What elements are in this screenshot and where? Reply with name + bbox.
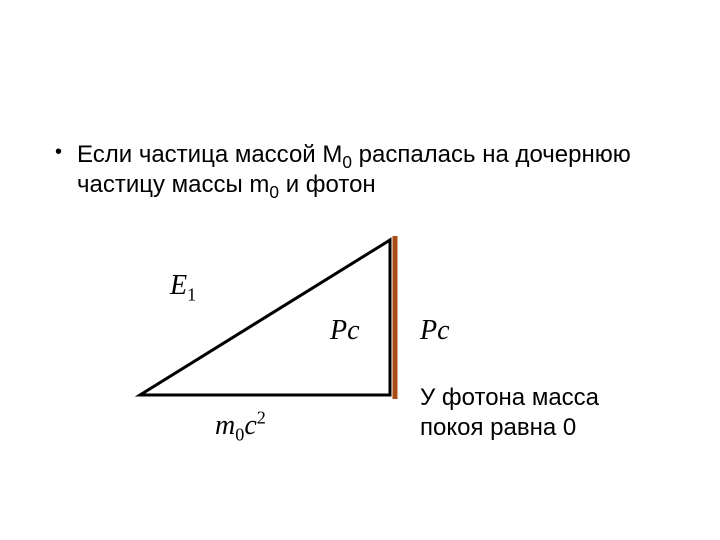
label-Pc-outer: Pc xyxy=(420,315,450,347)
label-m0c2-m: m xyxy=(215,410,235,441)
note-text: У фотона масса покоя равна 0 xyxy=(420,383,680,443)
bullet-item: • Если частица массой M0 распалась на до… xyxy=(55,140,655,200)
label-E1: E1 xyxy=(170,270,196,302)
label-m0c2-sub: 0 xyxy=(235,425,244,445)
triangle-svg xyxy=(130,230,410,425)
label-m0c2: m0c2 xyxy=(215,410,266,442)
bullet-marker: • xyxy=(55,140,62,165)
label-Pc-inner: Pc xyxy=(330,315,360,347)
slide: • Если частица массой M0 распалась на до… xyxy=(0,0,720,540)
bullet-sub2: 0 xyxy=(269,182,279,202)
bullet-pre: Если частица массой M xyxy=(77,141,342,168)
bullet-sub1: 0 xyxy=(342,152,352,172)
label-m0c2-c: c xyxy=(244,410,256,441)
bullet-text: Если частица массой M0 распалась на доче… xyxy=(77,140,655,200)
note-line2: покоя равна 0 xyxy=(420,413,680,443)
triangle-diagram: E1 Pc Pc m0c2 xyxy=(130,230,410,425)
label-E1-E: E xyxy=(170,270,187,301)
label-m0c2-sup: 2 xyxy=(257,408,266,428)
bullet-post: и фотон xyxy=(279,171,376,198)
label-E1-sub: 1 xyxy=(187,285,196,305)
note-line1: У фотона масса xyxy=(420,383,680,413)
